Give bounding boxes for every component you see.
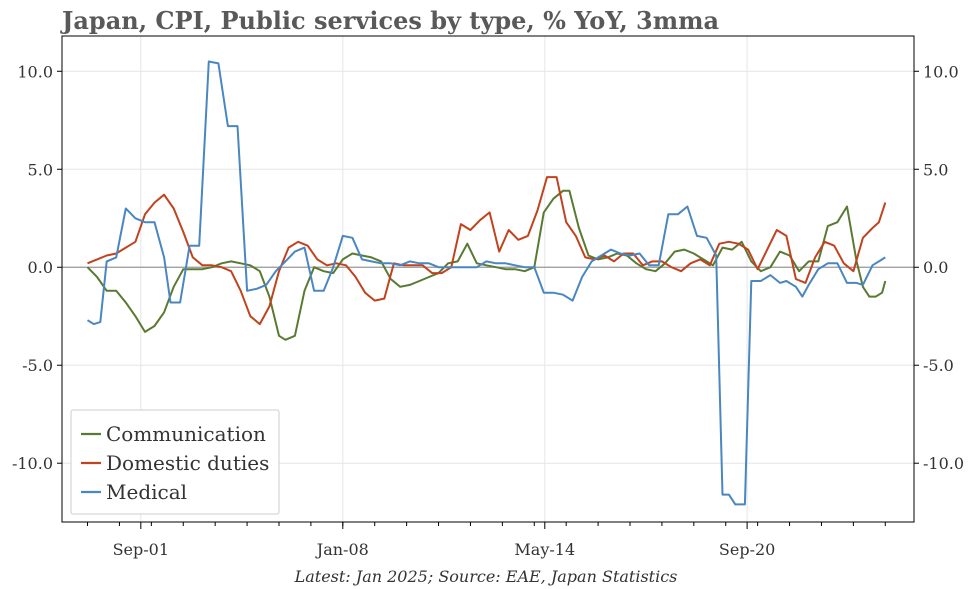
tick-labels: 10.0 10.0 5.0 5.0 0.0 0.0 -5.0 -5.0 -10.0 -10.0 Se… bbox=[12, 62, 964, 559]
y-tick-label-right: 10.0 bbox=[923, 62, 959, 81]
series-line-domestic-duties bbox=[87, 176, 887, 326]
tick-marks bbox=[57, 70, 919, 529]
y-tick-label-left: -5.0 bbox=[22, 356, 53, 375]
y-tick-label-right: 0.0 bbox=[923, 258, 948, 277]
legend-box bbox=[70, 409, 280, 515]
plot-frame bbox=[61, 35, 915, 523]
y-tick-label-left: 0.0 bbox=[28, 258, 53, 277]
y-tick-label-left: 5.0 bbox=[28, 160, 53, 179]
legend-label: Medical bbox=[106, 480, 187, 504]
legend-label: Communication bbox=[106, 422, 266, 446]
y-tick-label-left: 10.0 bbox=[17, 62, 53, 81]
series-line-communication bbox=[86, 189, 887, 341]
x-tick-label: May-14 bbox=[514, 540, 575, 559]
y-tick-label-left: -10.0 bbox=[12, 454, 53, 473]
legend-label: Domestic duties bbox=[106, 451, 269, 475]
legend: Communication Domestic duties Medical bbox=[70, 409, 280, 515]
y-tick-label-right: -5.0 bbox=[923, 356, 954, 375]
x-tick-label: Sep-20 bbox=[719, 540, 775, 559]
x-tick-label: Jan-08 bbox=[315, 540, 369, 559]
y-tick-label-right: -10.0 bbox=[923, 454, 964, 473]
x-tick-label: Sep-01 bbox=[113, 540, 169, 559]
y-tick-label-right: 5.0 bbox=[923, 160, 948, 179]
series-line-medical bbox=[86, 60, 886, 506]
chart-source-note: Latest: Jan 2025; Source: EAE, Japan Sta… bbox=[294, 567, 678, 586]
series-lines bbox=[86, 60, 887, 506]
chart-title: Japan, CPI, Public services by type, % Y… bbox=[62, 6, 720, 35]
